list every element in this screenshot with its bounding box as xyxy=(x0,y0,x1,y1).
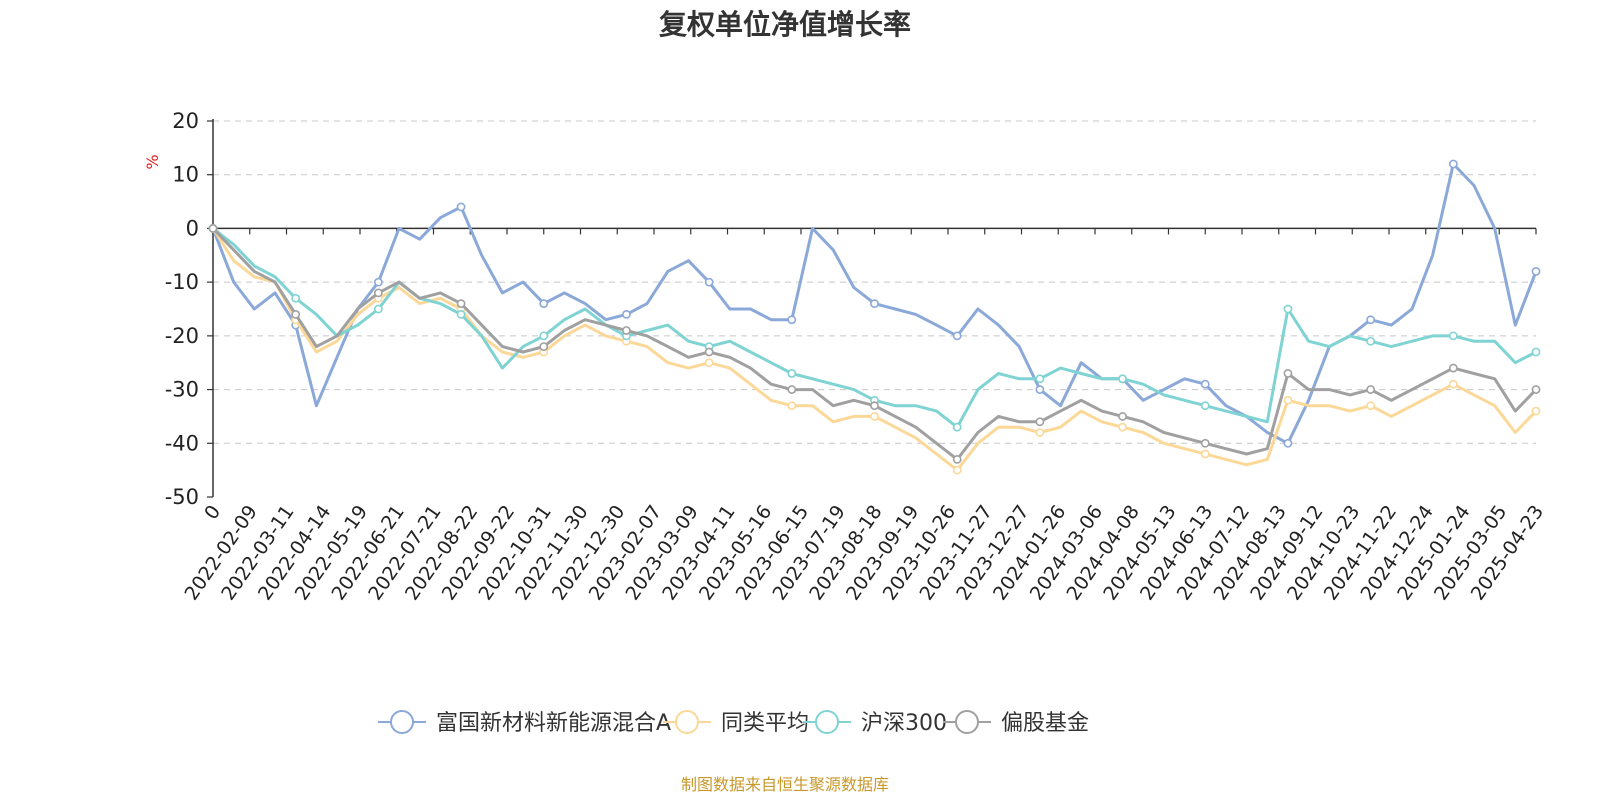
series-point xyxy=(1531,406,1541,416)
series-point xyxy=(1366,401,1376,411)
y-axis-ticks: 20 10 0 -10 -20 -30 -40 -50 xyxy=(165,109,199,509)
series-point xyxy=(373,304,383,314)
series-point xyxy=(1531,347,1541,357)
y-tick-label: -30 xyxy=(165,378,199,402)
series-point xyxy=(952,454,962,464)
series-point xyxy=(1035,385,1045,394)
series-point xyxy=(622,326,631,335)
x-tick-label: 0 xyxy=(200,501,225,524)
series-point xyxy=(456,299,466,309)
series-point xyxy=(1200,438,1210,448)
series-point xyxy=(787,385,797,394)
series-point xyxy=(1283,369,1293,378)
series-point xyxy=(952,465,962,475)
series-point xyxy=(1035,374,1045,384)
series-point xyxy=(1200,401,1210,411)
series-point xyxy=(1118,422,1127,432)
chart-title: 复权单位净值增长率 xyxy=(659,8,911,41)
series-point xyxy=(1366,315,1376,325)
series-point xyxy=(1366,336,1376,346)
series-point xyxy=(1118,412,1127,421)
series-point xyxy=(373,277,383,287)
series-point xyxy=(870,299,879,309)
series-point xyxy=(870,401,879,411)
legend-swatch-marker xyxy=(955,710,979,734)
legend-entry-label: 沪深300 xyxy=(861,711,947,736)
series-point xyxy=(291,309,301,319)
series-point xyxy=(1531,266,1541,276)
axes xyxy=(207,119,1537,498)
grid-lines xyxy=(213,120,1536,444)
legend-entry-label: 富国新材料新能源混合A xyxy=(436,711,671,736)
series-point xyxy=(952,422,962,432)
series-point xyxy=(704,347,714,357)
series-point xyxy=(1283,304,1293,314)
y-tick-label: -50 xyxy=(165,485,199,509)
y-tick-label: 0 xyxy=(186,216,199,240)
series-point xyxy=(1118,374,1127,384)
series-point xyxy=(1283,438,1293,448)
legend: 富国新材料新能源混合A 同类平均 沪深300 偏股基金 xyxy=(378,710,1089,736)
series-point xyxy=(870,412,879,421)
y-tick-label: -20 xyxy=(165,324,199,348)
series-point xyxy=(539,299,549,309)
x-axis-ticks: 02022-02-092022-03-112022-04-142022-05-1… xyxy=(180,501,1548,604)
series-line-1 xyxy=(211,227,1538,472)
series-point xyxy=(1035,417,1045,427)
series-point xyxy=(208,224,218,233)
series-point xyxy=(704,277,714,287)
series-point xyxy=(1035,428,1045,437)
series-point xyxy=(373,288,383,298)
series-point xyxy=(787,315,797,325)
series-point xyxy=(622,309,631,319)
series-point xyxy=(539,331,549,341)
series-point xyxy=(787,401,797,411)
series-point xyxy=(787,369,797,378)
series-point xyxy=(1531,385,1541,394)
series-point xyxy=(1448,331,1458,341)
series-point xyxy=(1448,379,1458,389)
series-point xyxy=(1200,449,1210,459)
y-tick-label: -40 xyxy=(165,431,199,455)
y-tick-label: 10 xyxy=(172,163,199,187)
y-axis-unit: % xyxy=(143,154,162,169)
series-point xyxy=(1448,159,1458,169)
series-point xyxy=(456,202,466,212)
data-source-note: 制图数据来自恒生聚源数据库 xyxy=(681,775,889,794)
series-point xyxy=(704,358,714,368)
legend-entry-label: 偏股基金 xyxy=(1001,711,1089,736)
legend-swatch-marker xyxy=(675,710,699,734)
legend-swatch-marker xyxy=(815,710,839,734)
series-point xyxy=(291,293,301,303)
y-tick-label: -10 xyxy=(165,270,199,294)
series-lines xyxy=(208,159,1541,475)
series-point xyxy=(539,342,549,351)
series-point xyxy=(1283,395,1293,405)
legend-entry-label: 同类平均 xyxy=(721,711,809,736)
legend-swatch-marker xyxy=(390,710,414,734)
series-point xyxy=(1448,363,1458,373)
series-point xyxy=(1200,379,1210,389)
series-point xyxy=(1366,385,1376,394)
series-point xyxy=(952,331,962,341)
series-point xyxy=(456,309,466,319)
y-tick-label: 20 xyxy=(172,109,199,133)
